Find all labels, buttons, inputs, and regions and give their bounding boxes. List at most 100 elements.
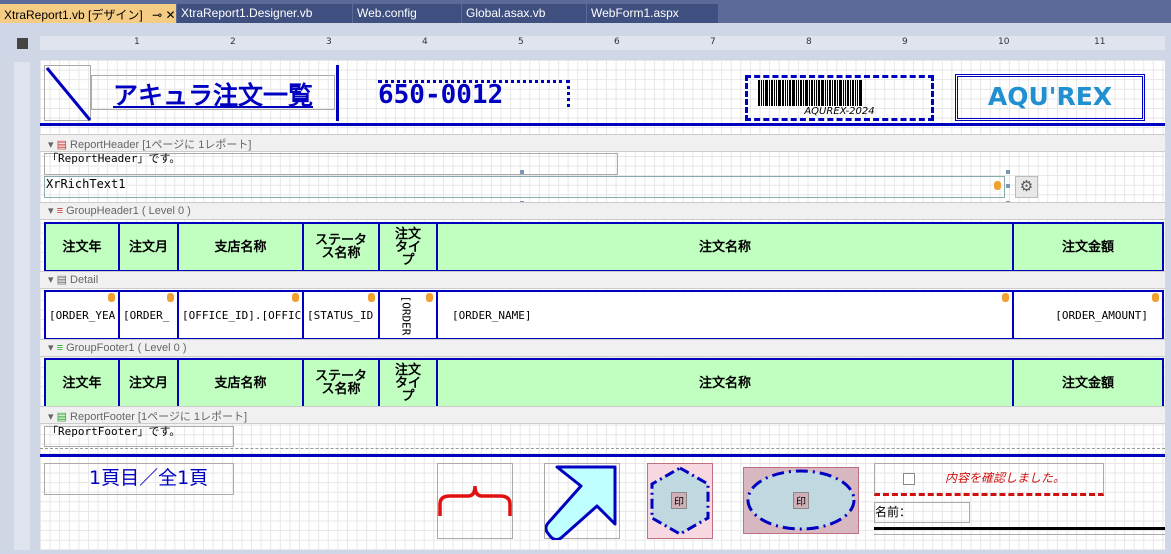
ruler-number: 3: [326, 37, 332, 47]
footer-cell[interactable]: 注文金額: [1012, 358, 1164, 408]
tab-web-config[interactable]: Web.config: [353, 4, 461, 23]
header-cell[interactable]: ステータス名称: [302, 222, 380, 272]
barcode-bar: [787, 80, 788, 106]
pin-icon[interactable]: ⊸: [152, 8, 163, 22]
detail-cell[interactable]: [ORDER_: [118, 290, 179, 340]
band-report-footer[interactable]: ▾ ▤ ReportFooter [1ページに 1レポート]: [40, 406, 1165, 424]
detail-cell[interactable]: [ORDER_NAME]: [436, 290, 1014, 340]
barcode-bar: [843, 80, 844, 106]
barcode-bar: [850, 80, 851, 106]
barcode-bar: [814, 80, 815, 106]
ellipse-stamp[interactable]: 印: [743, 467, 859, 534]
report-title[interactable]: アキュラ注文一覧: [91, 75, 335, 110]
barcode-text: AQUREX-2024: [804, 106, 875, 117]
tab-designer-vb[interactable]: XtraReport1.Designer.vb: [177, 4, 352, 23]
vertical-line-control[interactable]: [336, 65, 339, 121]
barcode[interactable]: AQUREX-2024: [745, 75, 934, 121]
header-cell[interactable]: 注文月: [118, 222, 179, 272]
tab-xtrareport1-design[interactable]: XtraReport1.vb [デザイン] ⊸ ✕: [0, 4, 176, 23]
barcode-bar: [798, 80, 799, 106]
barcode-bar: [803, 80, 804, 106]
ruler-number: 6: [614, 37, 620, 47]
signature-line[interactable]: [874, 527, 1165, 535]
tab-webform1[interactable]: WebForm1.aspx: [587, 4, 718, 23]
checkbox-label: 内容を確認しました。: [945, 471, 1066, 485]
header-cell[interactable]: 注文年: [44, 222, 120, 272]
header-cell[interactable]: 注文タイプ: [378, 222, 438, 272]
band-report-header[interactable]: ▾ ▤ ReportHeader [1ページに 1レポート]: [40, 134, 1165, 152]
barcode-bar: [765, 80, 768, 106]
band-label: GroupFooter1 ( Level 0 ): [66, 342, 187, 354]
ruler-number: 9: [902, 37, 908, 47]
checkbox[interactable]: [903, 473, 915, 485]
report-header-icon: ▤: [56, 139, 67, 151]
stamp-label: 印: [793, 492, 809, 509]
detail-cell[interactable]: [ORDER_YEA: [44, 290, 120, 340]
rich-text-control[interactable]: XrRichText1: [44, 176, 1005, 198]
page-info[interactable]: 1頁目／全1頁: [44, 463, 234, 495]
zip-code-label[interactable]: 650-0012: [378, 80, 570, 108]
footer-cell[interactable]: 注文年: [44, 358, 120, 408]
barcode-bar: [796, 80, 797, 106]
hexagon-stamp[interactable]: 印: [647, 463, 713, 539]
footer-cell[interactable]: ステータス名称: [302, 358, 380, 408]
band-label: Detail: [70, 274, 99, 286]
ruler-number: 7: [710, 37, 716, 47]
header-cell[interactable]: 支店名称: [177, 222, 304, 272]
footer-cell[interactable]: 支店名称: [177, 358, 304, 408]
report-footer-icon: ▤: [56, 411, 67, 423]
ruler-number: 2: [230, 37, 236, 47]
header-cell[interactable]: 注文名称: [436, 222, 1014, 272]
ruler-number: 4: [422, 37, 428, 47]
ruler-number: 1: [134, 37, 140, 47]
detail-cell[interactable]: [OFFICE_ID].[OFFIC: [177, 290, 304, 340]
name-label[interactable]: 名前：: [874, 502, 970, 523]
confirmation-checkbox-panel[interactable]: 内容を確認しました。: [874, 463, 1104, 496]
barcode-bar: [857, 80, 858, 106]
band-label: ReportFooter [1ページに 1レポート]: [70, 411, 248, 423]
report-design-surface: アキュラ注文一覧 650-0012 AQUREX-2024 AQU'REX ▾ …: [40, 60, 1165, 550]
smart-tag-gear-icon[interactable]: ⚙: [1015, 176, 1038, 198]
report-header-label[interactable]: 「ReportHeader」です。: [44, 153, 618, 175]
group-header-table[interactable]: 注文年 注文月 支店名称 ステータス名称 注文タイプ 注文名称 注文金額: [44, 222, 1164, 272]
report-footer-label[interactable]: 「ReportFooter」です。: [44, 426, 234, 447]
barcode-bar: [769, 80, 770, 106]
footer-cell[interactable]: 注文タイプ: [378, 358, 438, 408]
barcode-bar: [789, 80, 791, 106]
header-separator-line: [40, 123, 1165, 126]
barcode-bar: [776, 80, 777, 106]
barcode-bar: [827, 80, 828, 106]
barcode-bar: [852, 80, 854, 106]
select-all-corner[interactable]: [17, 38, 28, 49]
brace-shape[interactable]: [437, 463, 513, 539]
arrow-shape[interactable]: [544, 463, 620, 542]
detail-table[interactable]: [ORDER_YEA [ORDER_ [OFFICE_ID].[OFFIC [STAT…: [44, 290, 1164, 340]
barcode-bar: [821, 80, 824, 106]
barcode-bar: [758, 80, 760, 106]
group-footer-icon: ≡: [56, 342, 63, 354]
barcode-bar: [763, 80, 764, 106]
group-footer-table[interactable]: 注文年 注文月 支店名称 ステータス名称 注文タイプ 注文名称 注文金額: [44, 358, 1164, 408]
band-label: ReportHeader [1ページに 1レポート]: [70, 139, 252, 151]
tab-global-asax[interactable]: Global.asax.vb: [462, 4, 586, 23]
company-logo[interactable]: AQU'REX: [955, 74, 1145, 121]
vertical-ruler: [14, 62, 30, 550]
band-detail[interactable]: ▾ ▤ Detail: [40, 271, 1165, 289]
barcode-bar: [805, 80, 808, 106]
band-group-header[interactable]: ▾ ≡ GroupHeader1 ( Level 0 ): [40, 202, 1165, 220]
footer-cell[interactable]: 注文月: [118, 358, 179, 408]
detail-cell[interactable]: [STATUS_ID: [302, 290, 380, 340]
barcode-bar: [855, 80, 856, 106]
barcode-bar: [859, 80, 862, 106]
detail-cell[interactable]: [ORDER: [378, 290, 438, 340]
footer-cell[interactable]: 注文名称: [436, 358, 1014, 408]
detail-cell[interactable]: [ORDER_AMOUNT]: [1012, 290, 1164, 340]
diagonal-line-control[interactable]: [44, 65, 92, 121]
barcode-bar: [785, 80, 786, 106]
band-group-footer[interactable]: ▾ ≡ GroupFooter1 ( Level 0 ): [40, 339, 1165, 357]
data-binding-icon: [994, 181, 1001, 190]
header-cell[interactable]: 注文金額: [1012, 222, 1164, 272]
close-icon[interactable]: ✕: [165, 8, 176, 22]
barcode-bar: [839, 80, 842, 106]
barcode-bar: [782, 80, 784, 106]
